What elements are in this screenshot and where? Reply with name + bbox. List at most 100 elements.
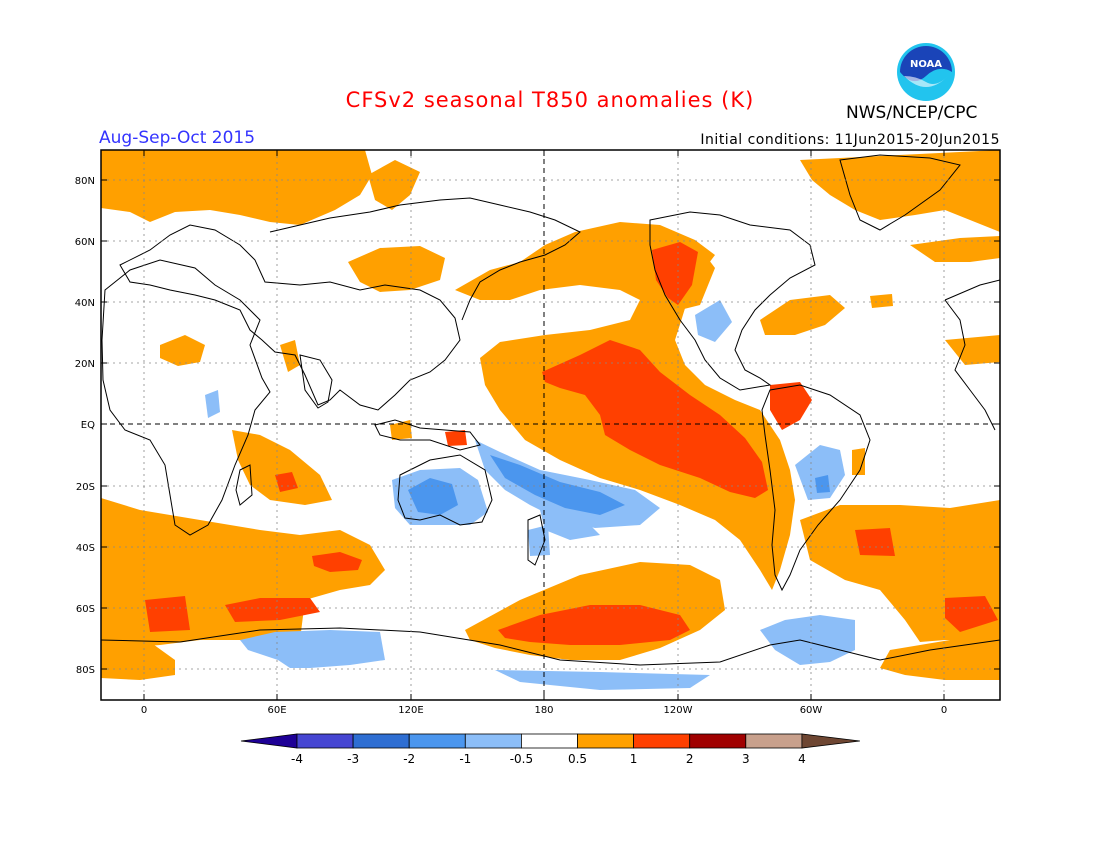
colorbar-label: 4 [798, 752, 806, 766]
arabia-warm-region [280, 340, 300, 372]
colombia-strong-warm [770, 382, 812, 430]
lat-label: 60N [75, 237, 95, 248]
tropical-pacific-strong-warm [542, 340, 768, 498]
antarctic-cool-region-2 [760, 615, 855, 665]
logo-blue-field [900, 46, 952, 82]
map-content [101, 150, 1000, 700]
lon-label: 180 [534, 705, 553, 716]
colorbar-low-arrow [240, 733, 298, 749]
lon-label: 60W [800, 705, 823, 716]
coastlines [101, 154, 1000, 666]
southern-ocean-strong-warm-3 [312, 552, 362, 572]
brazil-strong-cool [815, 475, 830, 493]
map-title: CFSv2 seasonal T850 anomalies (K) [345, 88, 755, 112]
brazil-cool-region [795, 445, 845, 500]
logo-wave [904, 76, 948, 87]
africa-coastline [101, 259, 271, 536]
initial-conditions: Initial conditions: 11Jun2015-20Jun2015 [700, 132, 1000, 148]
reference-lines [101, 150, 1000, 700]
antarctica-coastline [101, 627, 1000, 666]
colorbar-label: -1 [459, 752, 471, 766]
new-zealand-coastline [527, 514, 546, 566]
colorbar-band-05-1 [577, 733, 634, 749]
colorbar-label: -4 [291, 752, 303, 766]
europe-coastline [119, 224, 461, 411]
india-coastline [299, 354, 333, 409]
noaa-logo: NOAA [896, 42, 956, 102]
maritime-warm-spot [390, 420, 412, 440]
sahara-warm-region [160, 335, 205, 366]
lon-label: 120E [398, 705, 423, 716]
africa-east-warm-region [945, 335, 1000, 365]
lon-label: 0 [141, 705, 147, 716]
indonesia-coastline [374, 419, 481, 451]
colorbar-high-arrow [801, 733, 860, 749]
lon-label: 0 [941, 705, 947, 716]
arctic-warm-region [101, 150, 372, 225]
antarctic-atlantic-warm-region [880, 638, 1000, 680]
cool-anomaly-regions [205, 300, 855, 690]
indian-cool-spot [205, 390, 220, 418]
western-us-strong-warm [652, 242, 698, 305]
central-asia-warm-region [348, 246, 445, 292]
australia-coastline [397, 454, 493, 526]
colorbar-label: 3 [742, 752, 750, 766]
south-america-warm-spot [852, 448, 865, 475]
colorbar-band-m3-m2 [352, 733, 410, 749]
colorbar-band-m05-05 [521, 733, 578, 749]
atlantic-warm-region [760, 295, 845, 335]
south-pacific-strong-warm [498, 605, 690, 645]
colorbar-band-m2-m1 [408, 733, 466, 749]
greenland-coastline [839, 154, 961, 231]
lat-label: EQ [81, 420, 95, 431]
colorbar: -4 -3 -2 -1 -0.5 0.5 1 2 3 4 [240, 733, 860, 766]
graticule [101, 150, 1000, 700]
north-america-coastline [649, 211, 816, 391]
southern-ocean-strong-warm-1 [145, 596, 190, 632]
season-label: Aug-Sep-Oct 2015 [99, 128, 256, 148]
new-guinea-strong-warm [445, 430, 467, 446]
warm-anomaly-regions [101, 150, 1000, 680]
west-pacific-strong-cool [490, 455, 625, 515]
lat-label: 60S [76, 604, 95, 615]
colorbar-label: 1 [630, 752, 638, 766]
colorbar-band-m4-m3 [296, 733, 354, 749]
logo-text: NOAA [910, 59, 942, 70]
lat-label: 40N [75, 298, 95, 309]
colorbar-band-2-3 [689, 733, 747, 749]
arctic-east-warm-region [800, 150, 1000, 232]
lat-label: 80S [76, 665, 95, 676]
pacific-small-cool [540, 510, 600, 540]
colorbar-label: -0.5 [510, 752, 533, 766]
antarctic-west-warm-region [101, 642, 175, 680]
lat-label: 20N [75, 359, 95, 370]
australia-strong-cool [408, 478, 458, 515]
southern-ocean-strong-warm-2 [225, 598, 320, 622]
lat-label: 20S [76, 482, 95, 493]
indian-ocean-strong-warm [275, 472, 298, 492]
lon-label: 60E [267, 705, 286, 716]
colorbar-label: 2 [686, 752, 694, 766]
colorbar-label: 0.5 [568, 752, 587, 766]
south-america-coastline [761, 384, 871, 592]
lat-label: 40S [76, 543, 95, 554]
colorbar-label: -2 [403, 752, 415, 766]
colorbar-label: -3 [347, 752, 359, 766]
longitude-ticks: 0 60E 120E 180 120W 60W 0 [141, 150, 947, 716]
map-frame [100, 149, 1001, 701]
asia-north-coastline [269, 197, 581, 321]
antarctic-cool-region-3 [495, 670, 710, 690]
north-atlantic-spot [870, 294, 893, 308]
south-atlantic-strong-warm [945, 596, 998, 632]
colorbar-band-1-2 [633, 733, 691, 749]
madagascar-coastline [235, 464, 253, 506]
lon-label: 120W [664, 705, 693, 716]
antarctic-cool-region-1 [240, 630, 385, 668]
org-label: NWS/NCEP/CPC [846, 103, 978, 123]
atlantic-strong-warm [855, 528, 895, 556]
latitude-ticks: 80N 60N 40N 20N EQ 20S 40S 60S 80S [75, 176, 1000, 676]
siberia-warm-region [368, 160, 420, 210]
colorbar-band-m1-m05 [464, 733, 522, 749]
colorbar-band-3-4 [745, 733, 803, 749]
